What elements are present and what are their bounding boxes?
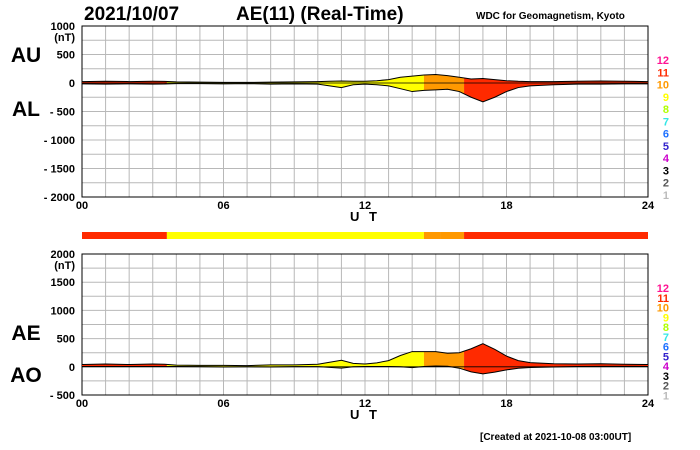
y-tick-label: 1500: [51, 277, 75, 289]
scale-legend-4: 4: [663, 361, 670, 373]
area-fill-segment: [423, 74, 465, 94]
y-tick-label: 1000: [51, 21, 75, 33]
scale-legend-7: 7: [663, 116, 669, 128]
y-tick-label: - 1000: [44, 135, 75, 147]
scale-legend-3: 3: [663, 371, 669, 383]
series-big-label-au: AU: [11, 44, 41, 67]
x-tick-label: 12: [359, 200, 371, 212]
scale-legend-9: 9: [663, 92, 669, 104]
y-tick-label: - 1500: [44, 164, 75, 176]
y-tick-label: 2000: [51, 249, 75, 261]
scale-legend-12: 12: [657, 55, 669, 67]
x-tick-label: 06: [217, 398, 229, 410]
y-tick-label: - 500: [50, 107, 75, 119]
scale-legend-11: 11: [657, 67, 669, 79]
x-tick-label: 24: [642, 200, 655, 212]
coverage-bar-segment: [440, 232, 465, 239]
series-big-label-ae: AE: [11, 322, 40, 345]
scale-legend-10: 10: [657, 80, 669, 92]
y-tick-label: - 500: [50, 390, 75, 402]
x-tick-label: 12: [359, 398, 371, 410]
y-tick-label: 0: [69, 362, 75, 374]
scale-legend-8: 8: [663, 104, 669, 116]
x-tick-label: 06: [217, 200, 229, 212]
plot-date: 2021/10/07: [84, 4, 180, 25]
y-tick-label: - 2000: [44, 192, 75, 204]
y-tick-label: 500: [57, 50, 75, 62]
scale-legend-12: 12: [657, 283, 669, 295]
created-timestamp: [Created at 2021-10-08 03:00UT]: [480, 432, 632, 443]
scale-legend-3: 3: [663, 165, 669, 177]
series-line-al: [81, 83, 648, 103]
x-axis-label: U T: [350, 209, 380, 224]
scale-legend-5: 5: [663, 141, 669, 153]
x-tick-label: 24: [642, 398, 655, 410]
scale-legend-2: 2: [663, 381, 669, 393]
area-fill-segment: [423, 351, 465, 370]
organization-label: WDC for Geomagnetism, Kyoto: [476, 11, 625, 22]
scale-legend-6: 6: [663, 129, 669, 141]
y-tick-label: 500: [57, 334, 75, 346]
series-line-ae: [81, 343, 649, 367]
scale-legend-1: 1: [663, 190, 669, 202]
coverage-bar-segment: [82, 232, 167, 239]
coverage-bar-segment: [166, 232, 424, 239]
scale-legend-6: 6: [663, 342, 669, 354]
plot-frame: [81, 25, 649, 198]
plot-frame: [81, 253, 649, 396]
scale-legend-8: 8: [663, 322, 669, 334]
series-line-au: [81, 73, 649, 83]
x-tick-label: 00: [76, 398, 88, 410]
scale-legend-5: 5: [663, 351, 669, 363]
scale-legend-11: 11: [657, 293, 669, 305]
y-tick-label: 1000: [51, 305, 75, 317]
plot-title: AE(11) (Real-Time): [236, 4, 404, 25]
scale-legend-1: 1: [663, 390, 669, 402]
x-axis-label: U T: [350, 407, 380, 422]
y-tick-label: 0: [69, 78, 75, 90]
scale-legend-7: 7: [663, 332, 669, 344]
x-tick-label: 00: [76, 200, 88, 212]
scale-legend-2: 2: [663, 178, 669, 190]
series-big-label-al: AL: [12, 98, 40, 121]
x-tick-label: 18: [500, 398, 512, 410]
coverage-bar-segment: [464, 232, 648, 239]
scale-legend-4: 4: [663, 153, 670, 165]
scale-legend-9: 9: [663, 312, 669, 324]
y-axis-unit-label: (nT): [54, 32, 75, 44]
y-axis-unit-label: (nT): [54, 260, 75, 272]
coverage-bar-segment: [423, 232, 441, 239]
x-tick-label: 18: [500, 200, 512, 212]
series-big-label-ao: AO: [10, 364, 42, 387]
scale-legend-10: 10: [657, 303, 669, 315]
